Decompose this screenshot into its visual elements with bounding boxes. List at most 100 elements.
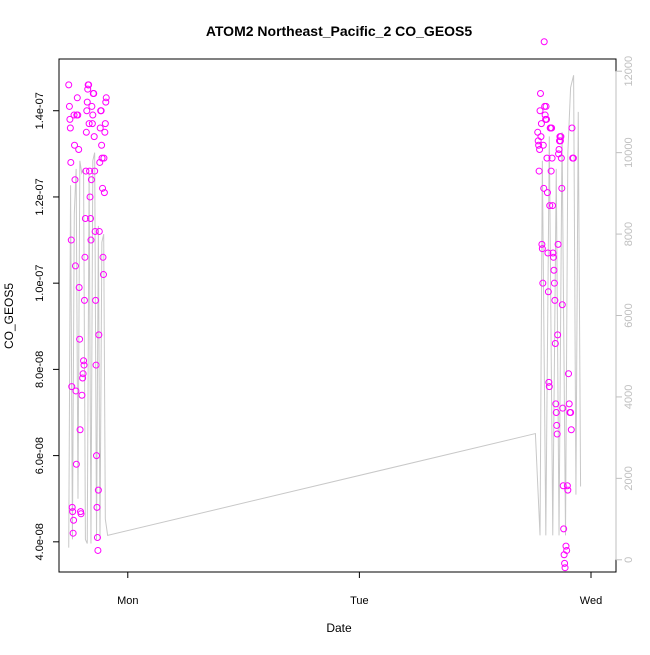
x-tick-label: Mon: [117, 595, 138, 607]
data-point: [559, 482, 567, 490]
data-point: [100, 154, 108, 162]
y-tick-label: 6.0e-08: [34, 437, 46, 474]
data-point: [565, 370, 573, 378]
data-point: [101, 128, 109, 136]
data-point: [545, 378, 553, 386]
data-point: [544, 288, 552, 296]
data-point: [560, 525, 568, 533]
data-point: [543, 154, 551, 162]
data-point: [551, 340, 559, 348]
data-point: [539, 279, 547, 287]
x-tick-label: Wed: [580, 595, 602, 607]
data-point: [540, 184, 548, 192]
data-point: [552, 409, 560, 416]
data-point: [553, 421, 561, 429]
data-point: [97, 107, 105, 115]
data-point: [76, 426, 84, 434]
data-point: [80, 357, 88, 365]
data-point: [93, 452, 101, 460]
data-point: [100, 189, 108, 197]
y-tick-label: 1.0e-07: [34, 265, 46, 302]
data-point: [559, 404, 567, 412]
data-point: [102, 98, 110, 106]
data-point: [557, 133, 565, 141]
data-point: [563, 482, 571, 490]
data-point: [74, 111, 82, 119]
data-point: [536, 146, 544, 154]
data-point: [77, 510, 85, 518]
data-point: [79, 370, 87, 378]
data-point: [555, 146, 563, 154]
data-point: [84, 85, 92, 93]
data-point: [558, 301, 566, 309]
data-point: [543, 189, 551, 197]
x-axis: Mon Tue Wed: [117, 571, 602, 607]
data-point: [557, 154, 565, 162]
data-point: [554, 240, 562, 248]
data-point: [549, 253, 557, 261]
data-point: [543, 115, 551, 123]
y2-tick-label: 4000: [623, 385, 635, 409]
data-point: [81, 253, 89, 261]
y2-tick-label: 12000: [623, 56, 635, 87]
data-point: [567, 426, 575, 434]
data-point: [99, 253, 107, 261]
y2-tick-label: 2000: [623, 466, 635, 490]
y2-tick-label: 10000: [623, 137, 635, 168]
data-point: [90, 133, 98, 141]
data-point: [83, 107, 91, 115]
data-point: [99, 184, 107, 192]
data-point: [90, 89, 98, 97]
data-point: [558, 184, 566, 192]
data-point: [88, 120, 96, 128]
data-point: [82, 128, 90, 136]
data-point: [94, 546, 102, 554]
data-point: [562, 542, 570, 550]
data-point: [102, 94, 110, 102]
data-point: [66, 115, 74, 123]
y-tick-label: 4.0e-08: [34, 523, 46, 560]
data-point: [83, 98, 91, 106]
data-point: [71, 262, 79, 270]
data-point: [545, 383, 553, 391]
data-point: [94, 486, 102, 494]
data-point: [87, 176, 95, 184]
data-point: [567, 409, 575, 416]
data-point: [95, 227, 103, 235]
data-point: [66, 124, 74, 132]
data-point: [87, 215, 94, 222]
data-point: [88, 102, 96, 110]
data-point: [80, 296, 88, 304]
data-point: [98, 141, 106, 149]
data-point: [72, 387, 80, 395]
x-axis-title: Date: [326, 621, 352, 635]
data-point: [70, 111, 78, 119]
data-point: [79, 374, 87, 382]
data-point: [72, 460, 80, 468]
data-point: [87, 236, 95, 244]
data-point: [554, 331, 562, 339]
data-point: [80, 361, 88, 369]
data-point: [65, 81, 73, 89]
data-point: [85, 120, 93, 128]
data-point: [537, 133, 545, 141]
data-point: [98, 154, 106, 162]
data-point: [568, 124, 576, 132]
data-point: [76, 335, 84, 343]
data-point: [73, 94, 81, 102]
data-point: [550, 279, 558, 287]
x-tick-label: Tue: [350, 595, 369, 607]
data-point: [67, 236, 75, 244]
data-point: [541, 111, 549, 119]
y-axis-left: 4.0e-08 6.0e-08 8.0e-08 1.0e-07 1.2e-07 1.4e-…: [34, 92, 60, 560]
data-point: [86, 193, 94, 201]
data-point: [544, 249, 552, 257]
y-axis-title: CO_GEOS5: [2, 283, 16, 349]
chart-title: ATOM2 Northeast_Pacific_2 CO_GEOS5: [206, 23, 473, 39]
altitude-line-layer: [68, 75, 582, 548]
y-tick-label: 8.0e-08: [34, 351, 46, 388]
data-point: [65, 102, 73, 110]
data-point: [101, 120, 109, 128]
data-point: [549, 202, 557, 210]
